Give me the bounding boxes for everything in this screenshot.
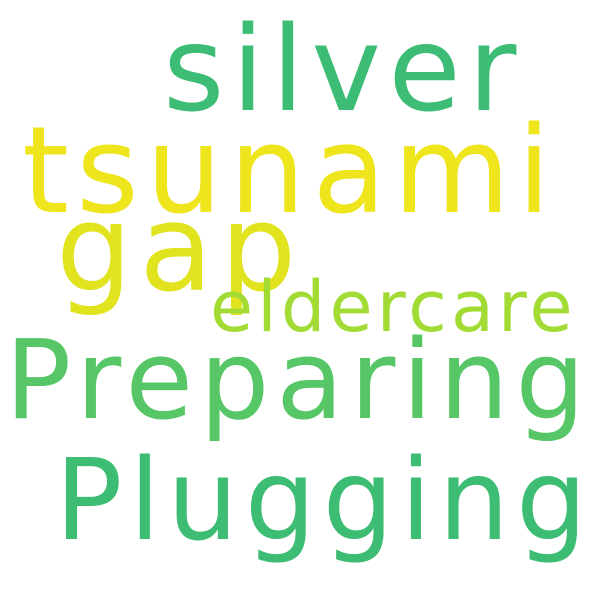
word-plugging: Plugging	[55, 436, 594, 566]
word-preparing: Preparing	[5, 316, 592, 444]
word-silver: silver	[163, 0, 524, 138]
word-eldercare: eldercare	[210, 266, 577, 348]
word-tsunami: tsunami	[22, 102, 558, 241]
word-gap: gap	[56, 180, 304, 319]
